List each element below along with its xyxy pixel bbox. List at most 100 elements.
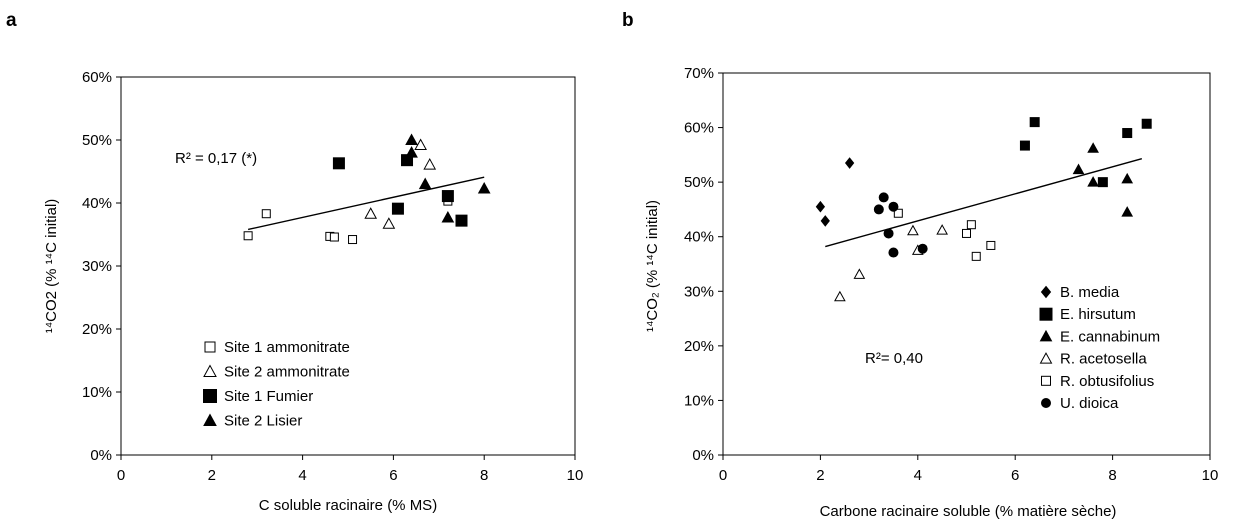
data-point xyxy=(391,202,404,215)
y-tick-label: 70% xyxy=(684,65,714,82)
data-point xyxy=(332,157,345,170)
data-point xyxy=(853,268,866,279)
data-point xyxy=(1072,163,1085,175)
data-point xyxy=(820,215,830,227)
data-point xyxy=(966,220,976,230)
legend-entry: Site 1 ammonitrate xyxy=(224,339,350,356)
y-axis-label-b: ¹⁴CO₂ (% ¹⁴C initial) xyxy=(644,200,661,332)
x-tick-label: 8 xyxy=(480,467,488,484)
legend-marker xyxy=(203,413,217,426)
x-tick-label: 2 xyxy=(208,467,216,484)
y-tick-label: 60% xyxy=(684,120,714,137)
legend-entry: R. obtusifolius xyxy=(1060,373,1154,390)
x-axis-label-a: C soluble racinaire (% MS) xyxy=(259,497,437,514)
legend-marker xyxy=(1041,398,1051,408)
r-squared-annotation-b: R²= 0,40 xyxy=(865,350,923,367)
legend-entry: Site 2 Lisier xyxy=(224,413,302,430)
data-point xyxy=(1029,117,1040,128)
legend-marker xyxy=(203,364,217,377)
legend-marker xyxy=(204,341,216,353)
legend-marker xyxy=(1039,352,1053,364)
panel-a: a R² = 0,17 (*) C soluble racinaire (% M… xyxy=(6,10,583,514)
legend-marker xyxy=(1041,375,1051,386)
x-axis-label-b: Carbone racinaire soluble (% matière sèc… xyxy=(820,503,1117,520)
legend-entry: Site 2 ammonitrate xyxy=(224,364,350,381)
legend-entry: E. cannabinum xyxy=(1060,328,1160,345)
legend-entry: Site 1 Fumier xyxy=(224,388,313,405)
data-point xyxy=(1097,177,1108,188)
panel-label-a: a xyxy=(6,10,17,31)
x-tick-label: 6 xyxy=(1011,467,1019,484)
x-tick-label: 0 xyxy=(719,467,727,484)
y-tick-label: 50% xyxy=(82,132,112,149)
y-tick-label: 20% xyxy=(82,321,112,338)
y-tick-label: 10% xyxy=(82,384,112,401)
data-point xyxy=(455,214,468,227)
plot-frame xyxy=(120,76,576,456)
data-point xyxy=(962,228,971,238)
data-point xyxy=(348,235,358,245)
data-point xyxy=(405,133,418,145)
data-point xyxy=(423,158,437,170)
data-point xyxy=(364,207,378,219)
legend-entry: E. hirsutum xyxy=(1060,306,1136,323)
y-tick-label: 20% xyxy=(684,338,714,355)
data-point xyxy=(878,192,889,203)
y-tick-label: 0% xyxy=(90,447,112,464)
y-tick-label: 0% xyxy=(692,447,714,464)
data-point xyxy=(893,208,903,218)
data-point xyxy=(936,224,948,235)
data-point xyxy=(907,224,919,236)
data-point xyxy=(382,217,396,229)
panel-label-b: b xyxy=(622,10,634,31)
data-point xyxy=(873,204,884,215)
r-squared-annotation-a: R² = 0,17 (*) xyxy=(175,150,257,167)
data-point xyxy=(844,157,855,169)
legend-marker xyxy=(1039,329,1053,342)
data-point xyxy=(441,190,454,203)
data-point xyxy=(1087,142,1099,153)
data-point xyxy=(971,251,981,261)
x-tick-label: 8 xyxy=(1108,467,1116,484)
y-tick-label: 60% xyxy=(82,69,112,86)
data-point xyxy=(1121,172,1134,184)
y-tick-label: 30% xyxy=(82,258,112,275)
data-point xyxy=(917,243,928,254)
panel-b: b R²= 0,40 Carbone racinaire soluble (% … xyxy=(622,10,1218,520)
plot-frame xyxy=(722,72,1211,456)
x-tick-label: 4 xyxy=(914,467,922,484)
x-tick-label: 4 xyxy=(298,467,306,484)
data-point xyxy=(1141,118,1152,129)
data-point xyxy=(329,232,339,242)
data-point xyxy=(418,177,432,190)
legend-entry: R. acetosella xyxy=(1060,351,1147,368)
data-point xyxy=(1019,140,1030,151)
data-point xyxy=(1122,128,1133,139)
legend-marker xyxy=(1039,307,1053,321)
y-tick-label: 40% xyxy=(684,229,714,246)
legend-marker xyxy=(1040,285,1052,299)
data-point xyxy=(815,200,826,213)
data-point xyxy=(261,209,271,219)
data-point xyxy=(834,290,846,302)
x-tick-label: 0 xyxy=(117,467,125,484)
data-point xyxy=(441,210,455,223)
data-point xyxy=(888,247,899,258)
y-tick-label: 10% xyxy=(684,392,714,409)
y-tick-label: 50% xyxy=(684,174,714,191)
data-point xyxy=(243,231,253,241)
legend-entry: B. media xyxy=(1060,284,1120,301)
data-point xyxy=(477,181,491,194)
x-tick-label: 10 xyxy=(567,467,584,484)
data-point xyxy=(883,228,894,239)
data-point xyxy=(405,146,418,158)
x-tick-label: 6 xyxy=(389,467,397,484)
data-point xyxy=(1087,176,1099,187)
data-point xyxy=(1121,206,1134,217)
x-tick-label: 2 xyxy=(816,467,824,484)
trendline xyxy=(247,176,485,231)
legend-marker xyxy=(203,389,217,403)
y-tick-label: 40% xyxy=(82,195,112,212)
y-tick-label: 30% xyxy=(684,283,714,300)
